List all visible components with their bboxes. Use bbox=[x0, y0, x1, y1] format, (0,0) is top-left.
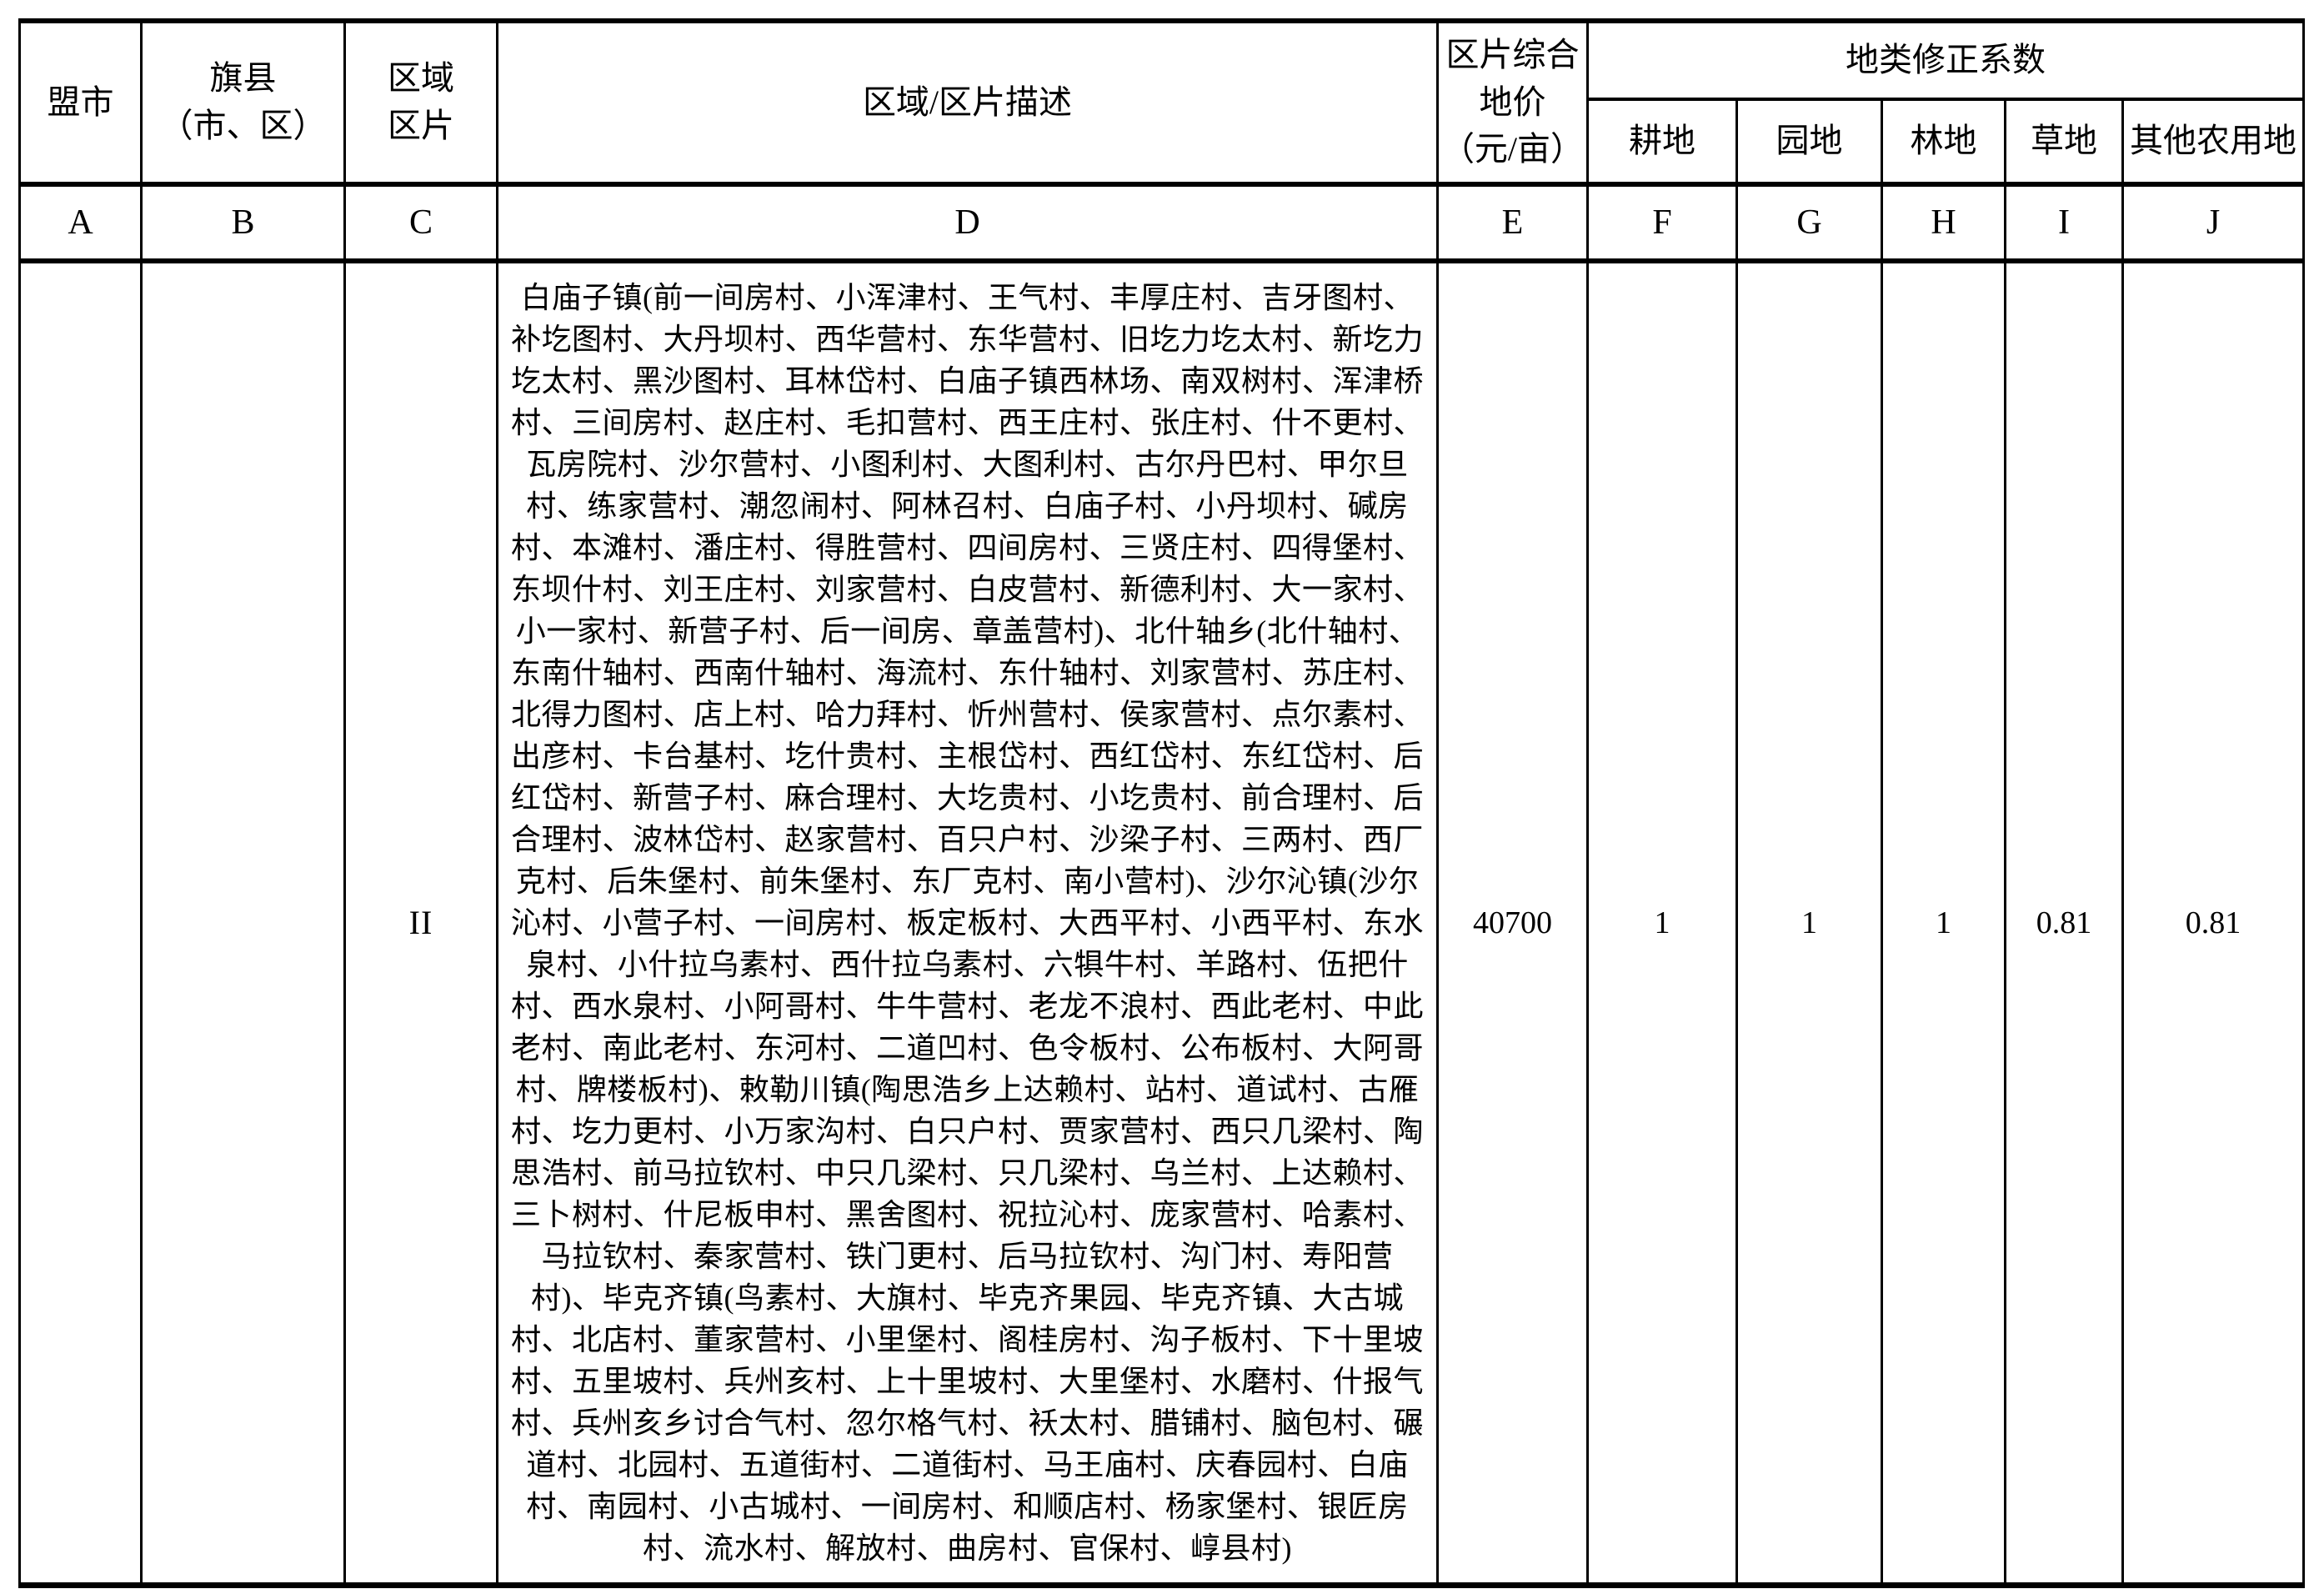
cell-banner-county bbox=[140, 259, 346, 1588]
header-landtype-coefficients-group: 地类修正系数 bbox=[1585, 18, 2306, 101]
cell-zone-description: 白庙子镇(前一间房村、小浑津村、王气村、丰厚庄村、吉牙图村、 补圪图村、大丹坝村… bbox=[496, 259, 1439, 1588]
cell-coeff-cultivated: 1 bbox=[1586, 259, 1738, 1588]
cell-coeff-forest: 1 bbox=[1881, 259, 2006, 1588]
column-letter-h: H bbox=[1881, 182, 2006, 263]
header-description: 区域/区片描述 bbox=[496, 18, 1439, 186]
column-letter-j: J bbox=[2121, 182, 2306, 263]
table-row: II 白庙子镇(前一间房村、小浑津村、王气村、丰厚庄村、吉牙图村、 补圪图村、大… bbox=[18, 259, 2306, 1588]
column-letter-a: A bbox=[18, 182, 143, 263]
column-letter-i: I bbox=[2004, 182, 2124, 263]
cell-coeff-grass: 0.81 bbox=[2004, 259, 2124, 1588]
column-letter-g: G bbox=[1735, 182, 1883, 263]
land-price-table: 盟市 旗县 （市、区） 区域 区片 区域/区片描述 区片综合 地价 （元/亩） … bbox=[18, 18, 2306, 1588]
header-cultivated-land: 耕地 bbox=[1586, 98, 1738, 186]
header-banner-county: 旗县 （市、区） bbox=[140, 18, 346, 186]
header-other-agricultural-land: 其他农用地 bbox=[2121, 98, 2306, 186]
header-garden-land: 园地 bbox=[1735, 98, 1883, 186]
header-forest-land: 林地 bbox=[1881, 98, 2006, 186]
cell-coeff-garden: 1 bbox=[1735, 259, 1883, 1588]
header-zone: 区域 区片 bbox=[343, 18, 498, 186]
header-league-city: 盟市 bbox=[18, 18, 143, 186]
column-letter-f: F bbox=[1586, 182, 1738, 263]
column-letter-c: C bbox=[343, 182, 498, 263]
cell-zone-code: II bbox=[343, 259, 498, 1588]
cell-coeff-other-agri: 0.81 bbox=[2121, 259, 2306, 1588]
header-composite-price: 区片综合 地价 （元/亩） bbox=[1436, 18, 1589, 186]
column-letter-d: D bbox=[496, 182, 1439, 263]
cell-composite-price: 40700 bbox=[1436, 259, 1589, 1588]
cell-league-city bbox=[18, 259, 143, 1588]
column-letter-e: E bbox=[1436, 182, 1589, 263]
header-grassland: 草地 bbox=[2004, 98, 2124, 186]
column-letter-b: B bbox=[140, 182, 346, 263]
